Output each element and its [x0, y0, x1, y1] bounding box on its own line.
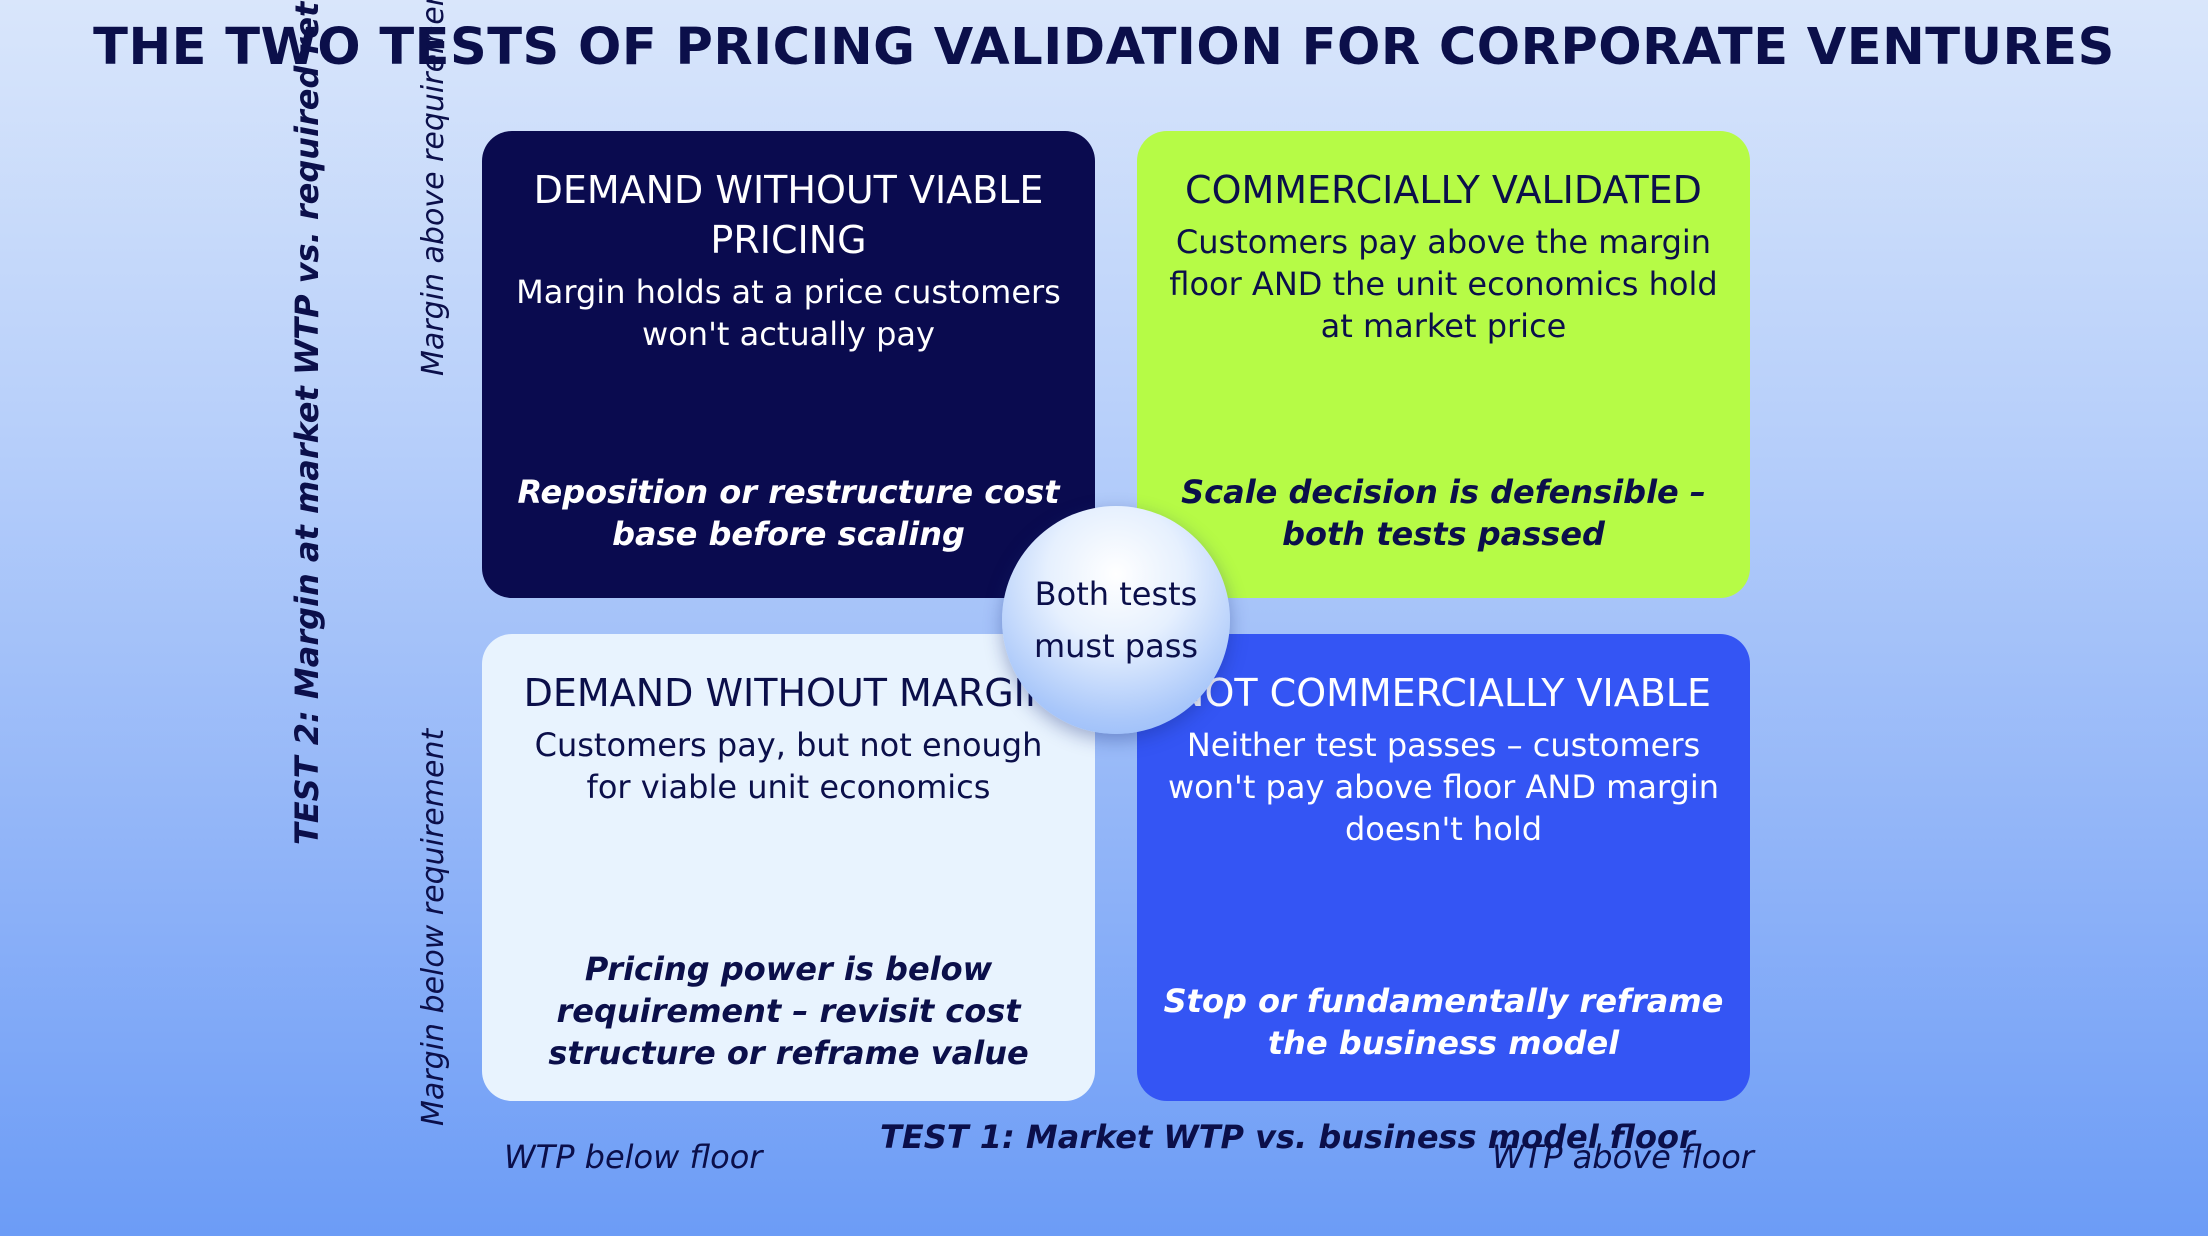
y-axis-bottom-label: Margin below requirement — [416, 728, 451, 1126]
x-axis-right-label: WTP above floor — [1492, 1138, 1754, 1176]
quadrant-action: Scale decision is defensible – both test… — [1181, 473, 1706, 553]
quadrant-action: Reposition or restructure cost base befo… — [517, 473, 1060, 553]
page-title: THE TWO TESTS OF PRICING VALIDATION FOR … — [93, 18, 2115, 77]
quadrant-heading: DEMAND WITHOUT MARGIN — [523, 671, 1054, 715]
y-axis-title: TEST 2: Margin at market WTP vs. require… — [288, 0, 326, 845]
quadrant-action: Stop or fundamentally reframe the busine… — [1163, 982, 1724, 1062]
x-axis-left-label: WTP below floor — [504, 1138, 763, 1176]
quadrant-demand-without-margin: DEMAND WITHOUT MARGIN Customers pay, but… — [482, 634, 1095, 1101]
quadrant-commercially-validated: COMMERCIALLY VALIDATED Customers pay abo… — [1137, 131, 1750, 598]
quadrant-description: Neither test passes – customers won't pa… — [1167, 726, 1719, 848]
center-circle-text: Both tests must pass — [1033, 575, 1199, 665]
quadrant-not-commercially-viable: NOT COMMERCIALLY VIABLE Neither test pas… — [1137, 634, 1750, 1101]
quadrant-description: Customers pay, but not enough for viable… — [534, 726, 1043, 806]
quadrant-description: Customers pay above the margin floor AND… — [1169, 223, 1718, 345]
quadrant-heading: DEMAND WITHOUT VIABLE PRICING — [533, 168, 1044, 262]
quadrant-demand-without-viable-pricing: DEMAND WITHOUT VIABLE PRICING Margin hol… — [482, 131, 1095, 598]
quadrant-action: Pricing power is below requirement – rev… — [548, 950, 1029, 1072]
quadrant-heading: COMMERCIALLY VALIDATED — [1185, 168, 1702, 212]
center-circle: Both tests must pass — [1002, 506, 1230, 734]
y-axis-top-label: Margin above requirement — [416, 0, 451, 376]
quadrant-heading: NOT COMMERCIALLY VIABLE — [1176, 671, 1711, 715]
x-axis-title: TEST 1: Market WTP vs. business model fl… — [880, 1118, 1695, 1156]
quadrant-description: Margin holds at a price customers won't … — [516, 273, 1061, 353]
